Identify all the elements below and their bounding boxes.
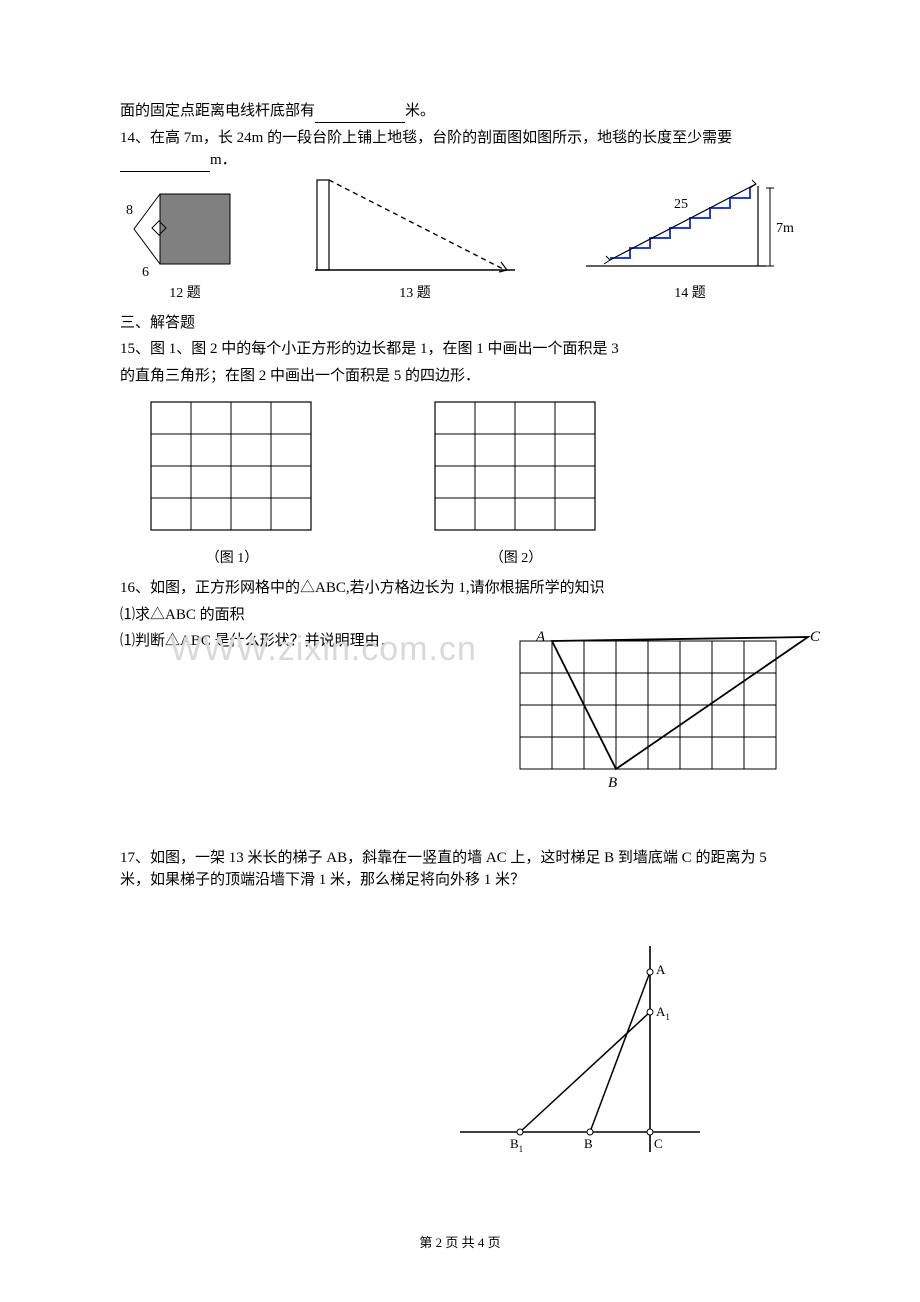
q15-line-b: 的直角三角形；在图 2 中画出一个面积是 5 的四边形． <box>120 365 800 388</box>
fig12-caption: 12 题 <box>120 282 250 302</box>
q15-line-a: 15、图 1、图 2 中的每个小正方形的边长都是 1，在图 1 中画出一个面积是… <box>120 338 800 361</box>
q17-label-C: C <box>654 1136 663 1151</box>
grid-2-svg <box>434 401 598 533</box>
q14-text: 14、在高 7m，长 24m 的一段台阶上铺上地毯，台阶的剖面图如图所示，地毯的… <box>120 130 732 146</box>
q16-label-A: A <box>535 629 546 645</box>
figure-17: A A1 B B1 C <box>450 942 800 1162</box>
fig12-num-6: 6 <box>142 265 149 278</box>
figure-12-svg: 8 6 <box>120 188 250 278</box>
q16-line-c: ⑴判断△ABC 是什么形状？并说明理由． <box>120 633 395 649</box>
grid-1-svg <box>150 401 314 533</box>
figure-16: A C B <box>490 621 820 791</box>
figure-16-svg: A C B <box>490 621 820 791</box>
q14-unit: m． <box>210 152 237 168</box>
grid-1: （图 1） <box>150 401 314 567</box>
grid-2-caption: （图 2） <box>434 547 598 567</box>
page-footer: 第 2 页 共 4 页 <box>120 1232 800 1251</box>
fig14-slope: 25 <box>674 197 688 212</box>
q16-label-C: C <box>810 629 820 645</box>
q17-label-A: A <box>656 962 666 977</box>
q17-label-B1: B1 <box>510 1136 523 1154</box>
fig14-7m: 7m <box>776 221 794 236</box>
q16-label-B: B <box>608 775 617 791</box>
q13-blank <box>315 108 405 123</box>
figure-12: 8 6 12 题 <box>120 188 250 302</box>
figure-13: 13 题 <box>315 178 515 302</box>
figure-row-12-13-14: 8 6 12 题 13 题 25 <box>120 178 800 302</box>
figure-13-svg <box>315 178 515 278</box>
q17-label-B: B <box>584 1136 593 1151</box>
q17-label-A1: A1 <box>656 1004 670 1022</box>
q13-tail: 面的固定点距离电线杆底部有 <box>120 103 315 119</box>
figure-17-svg: A A1 B B1 C <box>450 942 710 1162</box>
q14-blank <box>120 157 210 172</box>
q13-unit: 米。 <box>405 103 435 119</box>
fig12-num-8: 8 <box>126 203 133 218</box>
q16-wrapper: 16、如图，正方形网格中的△ABC,若小方格边长为 1,请你根据所学的知识 ⑴求… <box>120 577 800 847</box>
figure-14-svg: 25 7m <box>580 178 800 278</box>
grid-1-caption: （图 1） <box>150 547 314 567</box>
figure-14: 25 7m 14 题 <box>580 178 800 302</box>
fig14-caption: 14 题 <box>580 282 800 302</box>
q16-line-a: 16、如图，正方形网格中的△ABC,若小方格边长为 1,请你根据所学的知识 <box>120 577 800 600</box>
fig13-caption: 13 题 <box>315 282 515 302</box>
q17-line-a: 17、如图，一架 13 米长的梯子 AB，斜靠在一竖直的墙 AC 上，这时梯足 … <box>120 847 800 892</box>
section-3-heading: 三、解答题 <box>120 312 800 335</box>
grid-2: （图 2） <box>434 401 598 567</box>
q13-tail-line: 面的固定点距离电线杆底部有 米。 <box>120 100 800 123</box>
grid-row-q15: （图 1） （图 2） <box>150 401 800 567</box>
q14-line: 14、在高 7m，长 24m 的一段台阶上铺上地毯，台阶的剖面图如图所示，地毯的… <box>120 127 800 172</box>
